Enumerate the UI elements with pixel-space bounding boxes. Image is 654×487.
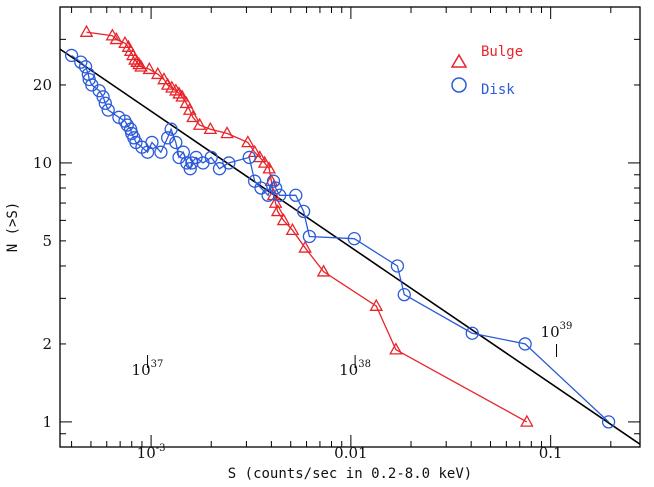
y-tick-label: 10	[33, 154, 52, 172]
disk-point	[120, 118, 134, 132]
disk-point	[397, 287, 411, 302]
disk-point	[272, 188, 287, 202]
disk-point	[289, 188, 303, 202]
bulge-point	[157, 72, 171, 85]
bulge-line	[86, 31, 528, 423]
bulge-point	[192, 117, 207, 130]
bulge-point	[276, 213, 291, 226]
disk-point	[390, 259, 405, 273]
disk-point	[268, 181, 283, 195]
x-tick-label: 0.1	[539, 444, 563, 462]
x-tick-label: 10-3	[137, 443, 166, 462]
legend-triangle-icon	[450, 53, 468, 68]
bulge-point	[134, 59, 148, 72]
luminosity-label: 1039	[541, 321, 573, 341]
fit-line-layer	[59, 48, 641, 445]
bulge-point	[520, 414, 534, 427]
disk-point	[96, 90, 110, 104]
bulge-point	[203, 121, 218, 135]
bulge-point	[182, 102, 197, 115]
disk-point	[465, 326, 479, 340]
disk-point	[183, 162, 197, 176]
bulge-point	[220, 126, 234, 139]
disk-point	[266, 174, 281, 188]
bulge-point	[172, 86, 186, 99]
bulge-point	[285, 222, 300, 236]
disk-point	[74, 55, 88, 69]
disk-point	[154, 145, 168, 159]
disk-point	[254, 181, 268, 195]
bulge-point	[79, 24, 94, 37]
disk-point	[212, 162, 227, 176]
bulge-point	[316, 264, 331, 277]
disk-point	[204, 150, 218, 165]
luminosity-label: 1037	[132, 359, 164, 379]
disk-point	[164, 122, 178, 136]
bulge-point	[257, 155, 272, 168]
disk-point	[296, 204, 311, 219]
disk-point	[160, 131, 175, 145]
bulge-point	[169, 83, 183, 96]
series-layer	[64, 24, 616, 429]
disk-point	[169, 135, 183, 150]
x-tick-labels: 10-3 0.01 0.1	[137, 443, 563, 462]
disk-point	[64, 48, 79, 63]
luminosity-markers: 1037 1038 1039	[132, 321, 573, 379]
disk-point	[302, 229, 317, 244]
legend-item-disk: Disk	[451, 77, 515, 98]
disk-point	[222, 156, 236, 170]
luminosity-label: 1038	[339, 359, 371, 379]
y-tick-label: 5	[42, 232, 52, 250]
y-tick-label: 20	[33, 76, 52, 94]
bulge-point	[270, 204, 285, 217]
legend-circle-icon	[451, 77, 467, 93]
y-tick-labels: 1 2 5 10 20	[33, 76, 52, 431]
bulge-point	[128, 52, 142, 65]
bulge-point	[241, 135, 255, 148]
legend-item-bulge: Bulge	[450, 44, 523, 68]
fit-line	[59, 48, 641, 445]
axis-ticks	[60, 6, 640, 448]
bulge-point	[186, 109, 200, 123]
y-tick-label: 2	[42, 335, 52, 353]
bulge-point	[109, 32, 124, 45]
legend: Bulge Disk	[450, 44, 523, 98]
y-axis-title: N (>S)	[5, 202, 21, 253]
disk-point	[78, 60, 93, 74]
bulge-point	[369, 298, 384, 311]
x-tick-label: 0.01	[334, 444, 367, 462]
x-axis-title: S (counts/sec in 0.2-8.0 keV)	[228, 466, 472, 482]
bulge-point	[268, 195, 283, 208]
disk-point	[98, 96, 112, 110]
disk-point	[601, 415, 616, 429]
bulge-point	[175, 89, 189, 102]
bulge-point	[150, 66, 165, 80]
bulge-point	[298, 240, 312, 253]
disk-point	[101, 103, 115, 117]
plot-frame	[59, 6, 641, 448]
disk-point	[347, 232, 361, 246]
bulge-point	[389, 342, 403, 355]
bulge-point	[252, 150, 267, 163]
bulge-point	[179, 95, 194, 109]
y-tick-label: 1	[42, 413, 52, 431]
disk-point	[518, 337, 532, 351]
legend-label-bulge: Bulge	[481, 44, 523, 60]
disk-point	[242, 150, 256, 165]
legend-label-disk: Disk	[481, 82, 515, 98]
bulge-point	[262, 161, 276, 174]
bulge-point	[142, 61, 157, 75]
disk-point	[145, 135, 159, 150]
